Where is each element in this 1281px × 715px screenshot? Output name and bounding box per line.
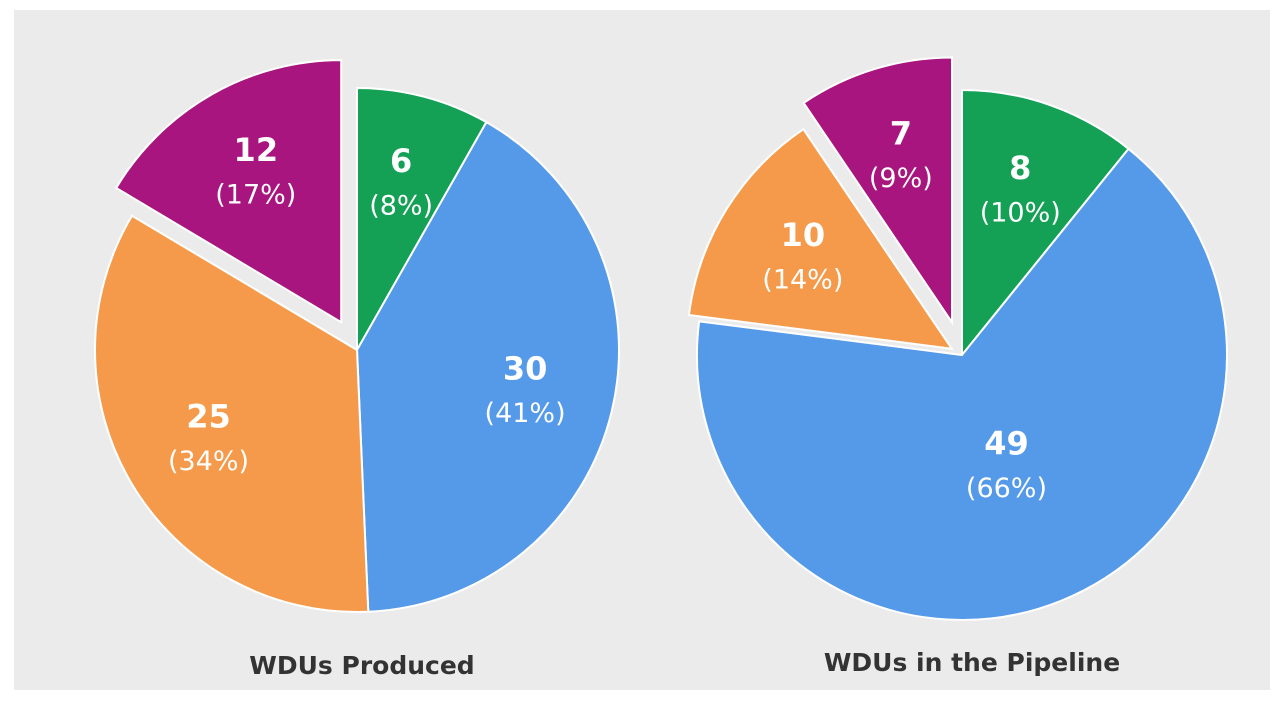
- pie-slice: [94, 214, 370, 613]
- slice-percent: (10%): [980, 198, 1061, 229]
- slice-percent: (9%): [869, 163, 933, 194]
- slice-percent: (8%): [369, 190, 433, 221]
- pie-slice: [114, 59, 343, 324]
- slice-value: 10: [781, 216, 826, 254]
- chart-title: WDUs in the Pipeline: [824, 648, 1120, 677]
- pie-slice: [687, 127, 954, 350]
- slice-percent: (14%): [762, 265, 843, 296]
- slice-value: 30: [503, 350, 548, 388]
- slice-value: 8: [1009, 149, 1031, 187]
- slice-value: 49: [984, 425, 1029, 463]
- pie-slice: [356, 86, 488, 354]
- chart-title: WDUs Produced: [249, 651, 474, 680]
- slice-percent: (41%): [485, 398, 566, 429]
- slice-value: 6: [390, 142, 412, 180]
- slice-percent: (34%): [168, 446, 249, 477]
- slice-value: 25: [186, 398, 231, 436]
- pie-slice: [961, 88, 1130, 358]
- pie-slice: [802, 56, 954, 326]
- pie-slice: [696, 147, 1228, 621]
- slice-value: 7: [890, 114, 912, 152]
- slice-percent: (66%): [966, 473, 1047, 504]
- slice-percent: (17%): [215, 179, 296, 210]
- pie-slice: [355, 120, 620, 613]
- slice-value: 12: [234, 131, 279, 169]
